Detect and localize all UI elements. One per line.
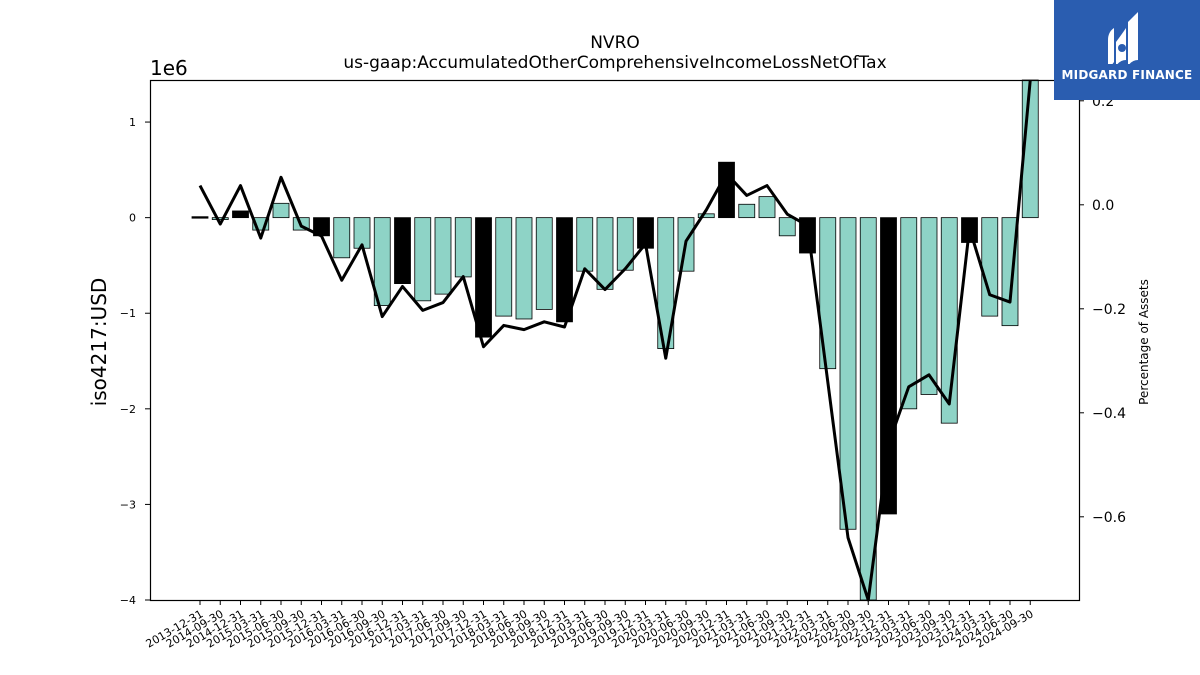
y-right-tick-label: 0.0 bbox=[1092, 198, 1114, 214]
percentage-line bbox=[198, 79, 1032, 602]
bar bbox=[657, 217, 675, 350]
bar-series bbox=[191, 79, 1039, 601]
y-tick-label: −1 bbox=[120, 307, 136, 320]
bar bbox=[191, 216, 209, 219]
chart-subtitle: us-gaap:AccumulatedOtherComprehensiveInc… bbox=[343, 53, 886, 73]
bar bbox=[839, 217, 857, 530]
bar bbox=[535, 217, 553, 310]
bar bbox=[981, 217, 999, 317]
axes: −4−3−2−101−0.6−0.4−0.20.00.22013-12-3120… bbox=[120, 94, 1126, 651]
bar bbox=[778, 217, 796, 237]
bar bbox=[596, 217, 614, 290]
bar bbox=[758, 196, 776, 219]
bar bbox=[394, 217, 411, 285]
bar bbox=[434, 217, 452, 295]
chart-title: NVRO bbox=[590, 33, 640, 53]
bar bbox=[495, 217, 513, 317]
y-right-tick-label: −0.6 bbox=[1092, 510, 1126, 526]
y-tick-label: −2 bbox=[120, 403, 136, 416]
bar bbox=[819, 217, 837, 370]
bar bbox=[272, 202, 290, 219]
y-right-tick-label: −0.2 bbox=[1092, 302, 1126, 318]
bar bbox=[900, 217, 918, 410]
bar bbox=[697, 213, 715, 219]
bar bbox=[414, 217, 432, 302]
bar bbox=[232, 210, 249, 219]
y-tick-label: −3 bbox=[120, 498, 136, 511]
bar bbox=[211, 217, 229, 220]
y-right-tick-label: −0.4 bbox=[1092, 406, 1126, 422]
bar bbox=[475, 217, 492, 338]
bar bbox=[718, 161, 735, 219]
y-offset-label: 1e6 bbox=[150, 56, 188, 80]
bar bbox=[738, 203, 756, 219]
bar bbox=[373, 217, 391, 306]
y-axis-label: iso4217:USD bbox=[87, 278, 111, 407]
plot-frame bbox=[149, 79, 1081, 602]
y-tick-label: 0 bbox=[129, 212, 136, 225]
brand-logo-box: MIDGARD FINANCE bbox=[1054, 0, 1200, 100]
brand-name: MIDGARD FINANCE bbox=[1061, 68, 1193, 82]
bar bbox=[576, 217, 594, 272]
bar bbox=[454, 217, 472, 278]
bar bbox=[333, 217, 351, 259]
bar bbox=[920, 217, 938, 395]
line-series bbox=[198, 79, 1032, 602]
bar bbox=[556, 217, 573, 323]
bar bbox=[859, 217, 877, 601]
y-tick-label: 1 bbox=[129, 116, 136, 129]
brand-logo-icon bbox=[1108, 12, 1138, 64]
bar bbox=[515, 217, 533, 320]
y-tick-label: −4 bbox=[120, 594, 136, 607]
y-axis-right-label: Percentage of Assets bbox=[1137, 279, 1151, 405]
bar bbox=[880, 217, 897, 515]
